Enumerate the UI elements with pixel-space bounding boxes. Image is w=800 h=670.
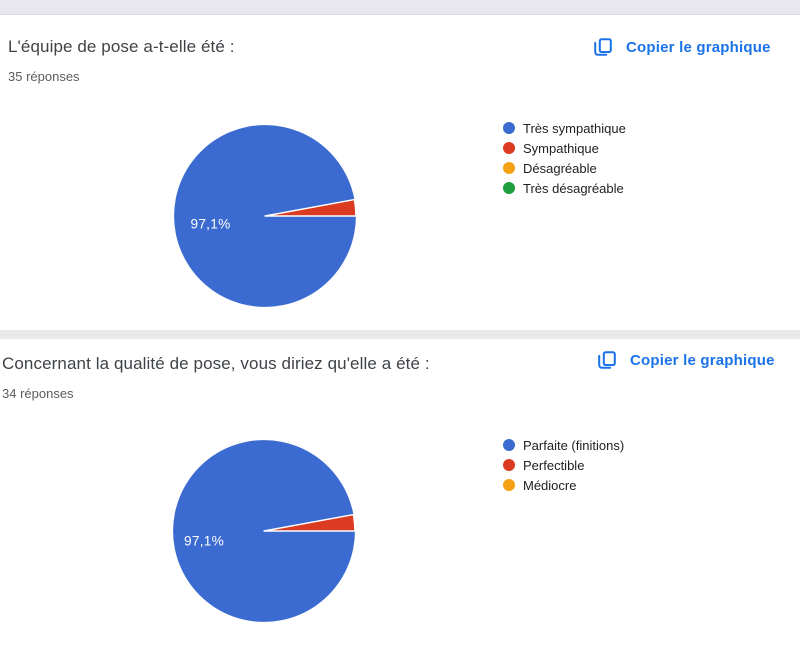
legend-item: Très désagréable xyxy=(503,178,626,198)
legend-color-dot xyxy=(503,142,515,154)
legend-item-label: Perfectible xyxy=(523,457,585,473)
section-divider xyxy=(0,330,800,339)
responses-count-1: 35 réponses xyxy=(8,69,80,84)
copy-chart-button-2[interactable]: Copier le graphique xyxy=(592,346,779,374)
legend-color-dot xyxy=(503,182,515,194)
legend-item: Médiocre xyxy=(503,475,624,495)
legend-2: Parfaite (finitions) Perfectible Médiocr… xyxy=(503,435,624,495)
legend-color-dot xyxy=(503,479,515,491)
question-title-2: Concernant la qualité de pose, vous diri… xyxy=(2,354,430,373)
legend-color-dot xyxy=(503,162,515,174)
copy-icon xyxy=(594,38,612,56)
legend-item-label: Désagréable xyxy=(523,160,597,176)
pie-slice-sympathique xyxy=(264,198,357,217)
legend-item-label: Très sympathique xyxy=(523,120,626,136)
copy-chart-button-1[interactable]: Copier le graphique xyxy=(588,33,775,61)
legend-item-label: Très désagréable xyxy=(523,180,624,196)
pie-chart-1: 97,1% xyxy=(174,125,357,307)
responses-count-2: 34 réponses xyxy=(2,386,74,401)
pie-value-label-1: 97,1% xyxy=(190,217,230,232)
copy-chart-label: Copier le graphique xyxy=(626,38,771,56)
question-title-1: L'équipe de pose a-t-elle été : xyxy=(8,37,235,56)
pie-value-label-2: 97,1% xyxy=(184,534,224,549)
pie-slice-perfectible xyxy=(263,513,356,532)
legend-item: Perfectible xyxy=(503,455,624,475)
legend-item-label: Sympathique xyxy=(523,140,599,156)
top-scroll-bar xyxy=(0,0,800,15)
copy-chart-label: Copier le graphique xyxy=(630,351,775,369)
legend-1: Très sympathique Sympathique Désagréable… xyxy=(503,118,626,198)
legend-color-dot xyxy=(503,122,515,134)
legend-item: Désagréable xyxy=(503,158,626,178)
pie-chart-2: 97,1% xyxy=(173,440,356,622)
legend-color-dot xyxy=(503,439,515,451)
legend-item-label: Parfaite (finitions) xyxy=(523,437,625,453)
legend-color-dot xyxy=(503,459,515,471)
legend-item: Très sympathique xyxy=(503,118,626,138)
legend-item: Sympathique xyxy=(503,138,626,158)
copy-icon xyxy=(598,351,616,369)
legend-item: Parfaite (finitions) xyxy=(503,435,624,455)
legend-item-label: Médiocre xyxy=(523,477,577,493)
